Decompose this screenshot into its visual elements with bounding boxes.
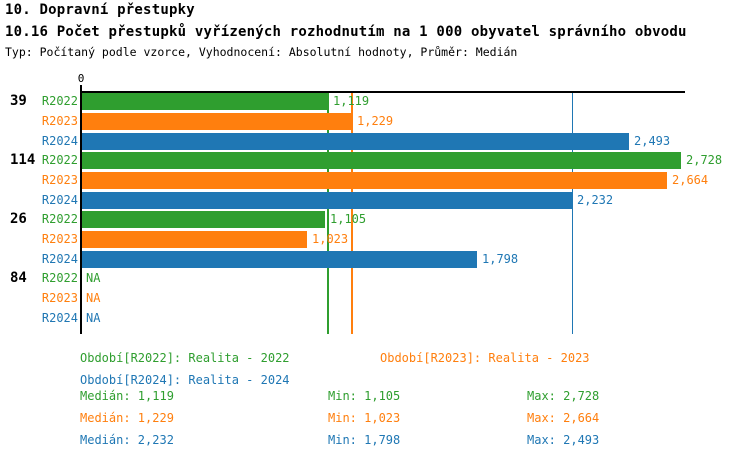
row-label-r2022: R2022: [41, 271, 78, 285]
chart-subtitle: 10.16 Počet přestupků vyřízených rozhodn…: [5, 24, 687, 40]
bar: [82, 133, 629, 150]
x-axis-zero-tick: [80, 85, 82, 92]
stat-min-r2022: Min: 1,105: [328, 389, 401, 403]
stat-median-r2023: Medián: 1,229: [80, 411, 174, 425]
stat-min-r2023: Min: 1,023: [328, 411, 401, 425]
stat-max-r2022: Max: 2,728: [527, 389, 600, 403]
row-label-r2022: R2022: [41, 94, 78, 108]
legend-item-r2024: Období[R2024]: Realita - 2024: [80, 373, 290, 387]
na-label: NA: [86, 291, 101, 305]
row-label-r2024: R2024: [41, 193, 78, 207]
na-label: NA: [86, 271, 101, 285]
legend-item-r2022: Období[R2022]: Realita - 2022: [80, 351, 290, 365]
bar-value-label: 2,728: [686, 153, 723, 167]
stat-min-r2024: Min: 1,798: [328, 433, 401, 447]
group-label: 114: [10, 152, 36, 168]
median-line-r2023: [351, 93, 353, 334]
row-label-r2024: R2024: [41, 134, 78, 148]
group-label: 84: [10, 270, 27, 286]
x-axis-zero-label: 0: [77, 72, 85, 85]
bar-value-label: 1,105: [330, 212, 367, 226]
page-title: 10. Dopravní přestupky: [5, 2, 195, 18]
stat-median-r2024: Medián: 2,232: [80, 433, 174, 447]
bar: [82, 192, 572, 209]
bar-value-label: 1,798: [482, 252, 519, 266]
legend-item-r2023: Období[R2023]: Realita - 2023: [380, 351, 590, 365]
bar-value-label: 2,664: [672, 173, 709, 187]
group-label: 26: [10, 211, 27, 227]
row-label-r2022: R2022: [41, 153, 78, 167]
bar: [82, 93, 328, 110]
bar-value-label: 2,493: [634, 134, 671, 148]
row-label-r2023: R2023: [41, 114, 78, 128]
bar: [82, 172, 667, 189]
row-label-r2022: R2022: [41, 212, 78, 226]
y-axis-line: [80, 91, 82, 334]
chart-meta-line: Typ: Počítaný podle vzorce, Vyhodnocení:…: [5, 45, 518, 59]
x-axis-top-line: [80, 91, 685, 93]
median-line-r2022: [327, 93, 329, 334]
bar: [82, 251, 477, 268]
bar: [82, 113, 352, 130]
row-label-r2023: R2023: [41, 291, 78, 305]
bar: [82, 152, 681, 169]
na-label: NA: [86, 311, 101, 325]
bar: [82, 211, 325, 228]
bar: [82, 231, 307, 248]
stat-median-r2022: Medián: 1,119: [80, 389, 174, 403]
row-label-r2024: R2024: [41, 311, 78, 325]
bar-value-label: 1,229: [357, 114, 394, 128]
group-label: 39: [10, 93, 27, 109]
stat-max-r2024: Max: 2,493: [527, 433, 600, 447]
row-label-r2024: R2024: [41, 252, 78, 266]
bar-value-label: 1,119: [333, 94, 370, 108]
bar-value-label: 1,023: [312, 232, 349, 246]
row-label-r2023: R2023: [41, 232, 78, 246]
median-line-r2024: [571, 93, 574, 334]
bar-value-label: 2,232: [577, 193, 614, 207]
row-label-r2023: R2023: [41, 173, 78, 187]
stat-max-r2023: Max: 2,664: [527, 411, 600, 425]
